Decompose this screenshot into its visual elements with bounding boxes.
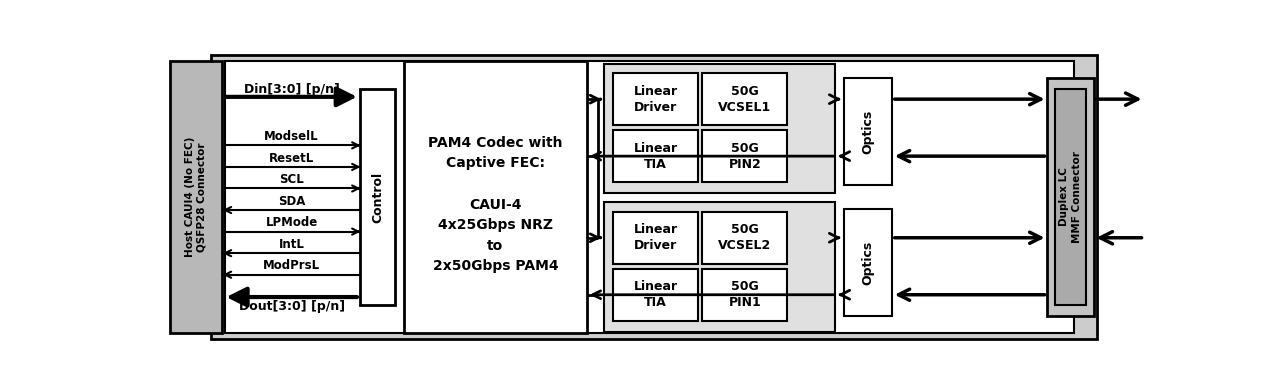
- Text: Linear
Driver: Linear Driver: [633, 223, 678, 252]
- Bar: [404, 61, 587, 333]
- Bar: [1055, 89, 1086, 305]
- Text: Duplex LC
MMF Connector: Duplex LC MMF Connector: [1059, 151, 1082, 243]
- Bar: [212, 55, 1096, 339]
- Text: Dout[3:0] [p/n]: Dout[3:0] [p/n]: [238, 300, 345, 313]
- Bar: [604, 64, 835, 193]
- Bar: [613, 73, 697, 125]
- Bar: [844, 78, 892, 185]
- Text: ModPrsL: ModPrsL: [263, 259, 320, 272]
- Text: Linear
TIA: Linear TIA: [633, 280, 678, 309]
- Text: Din[3:0] [p/n]: Din[3:0] [p/n]: [244, 83, 340, 96]
- Bar: [613, 212, 697, 264]
- Bar: [360, 89, 395, 305]
- Bar: [844, 209, 892, 316]
- Bar: [703, 212, 787, 264]
- Text: IntL: IntL: [278, 238, 305, 251]
- Text: 50G
VCSEL1: 50G VCSEL1: [718, 85, 772, 113]
- Bar: [169, 61, 222, 333]
- Text: 50G
VCSEL2: 50G VCSEL2: [718, 223, 772, 252]
- Bar: [613, 269, 697, 321]
- Bar: [1047, 78, 1094, 316]
- Text: Optics: Optics: [862, 109, 874, 154]
- Text: Linear
Driver: Linear Driver: [633, 85, 678, 113]
- Bar: [226, 61, 1073, 333]
- Text: 50G
PIN2: 50G PIN2: [728, 142, 762, 171]
- Bar: [604, 202, 835, 332]
- Bar: [703, 269, 787, 321]
- Text: ResetL: ResetL: [269, 152, 314, 165]
- Text: ModselL: ModselL: [264, 130, 319, 143]
- Bar: [703, 73, 787, 125]
- Bar: [703, 130, 787, 182]
- Text: Linear
TIA: Linear TIA: [633, 142, 678, 171]
- Text: SDA: SDA: [278, 195, 305, 208]
- Text: Optics: Optics: [862, 240, 874, 285]
- Text: Control: Control: [370, 171, 385, 223]
- Text: Host CAUI4 (No FEC)
QSFP28 Connector: Host CAUI4 (No FEC) QSFP28 Connector: [185, 137, 206, 257]
- Bar: [613, 130, 697, 182]
- Text: LPMode: LPMode: [265, 216, 318, 229]
- Text: PAM4 Codec with
Captive FEC:

CAUI-4
4x25Gbps NRZ
to
2x50Gbps PAM4: PAM4 Codec with Captive FEC: CAUI-4 4x25…: [428, 136, 563, 273]
- Text: 50G
PIN1: 50G PIN1: [728, 280, 762, 309]
- Text: SCL: SCL: [279, 173, 304, 186]
